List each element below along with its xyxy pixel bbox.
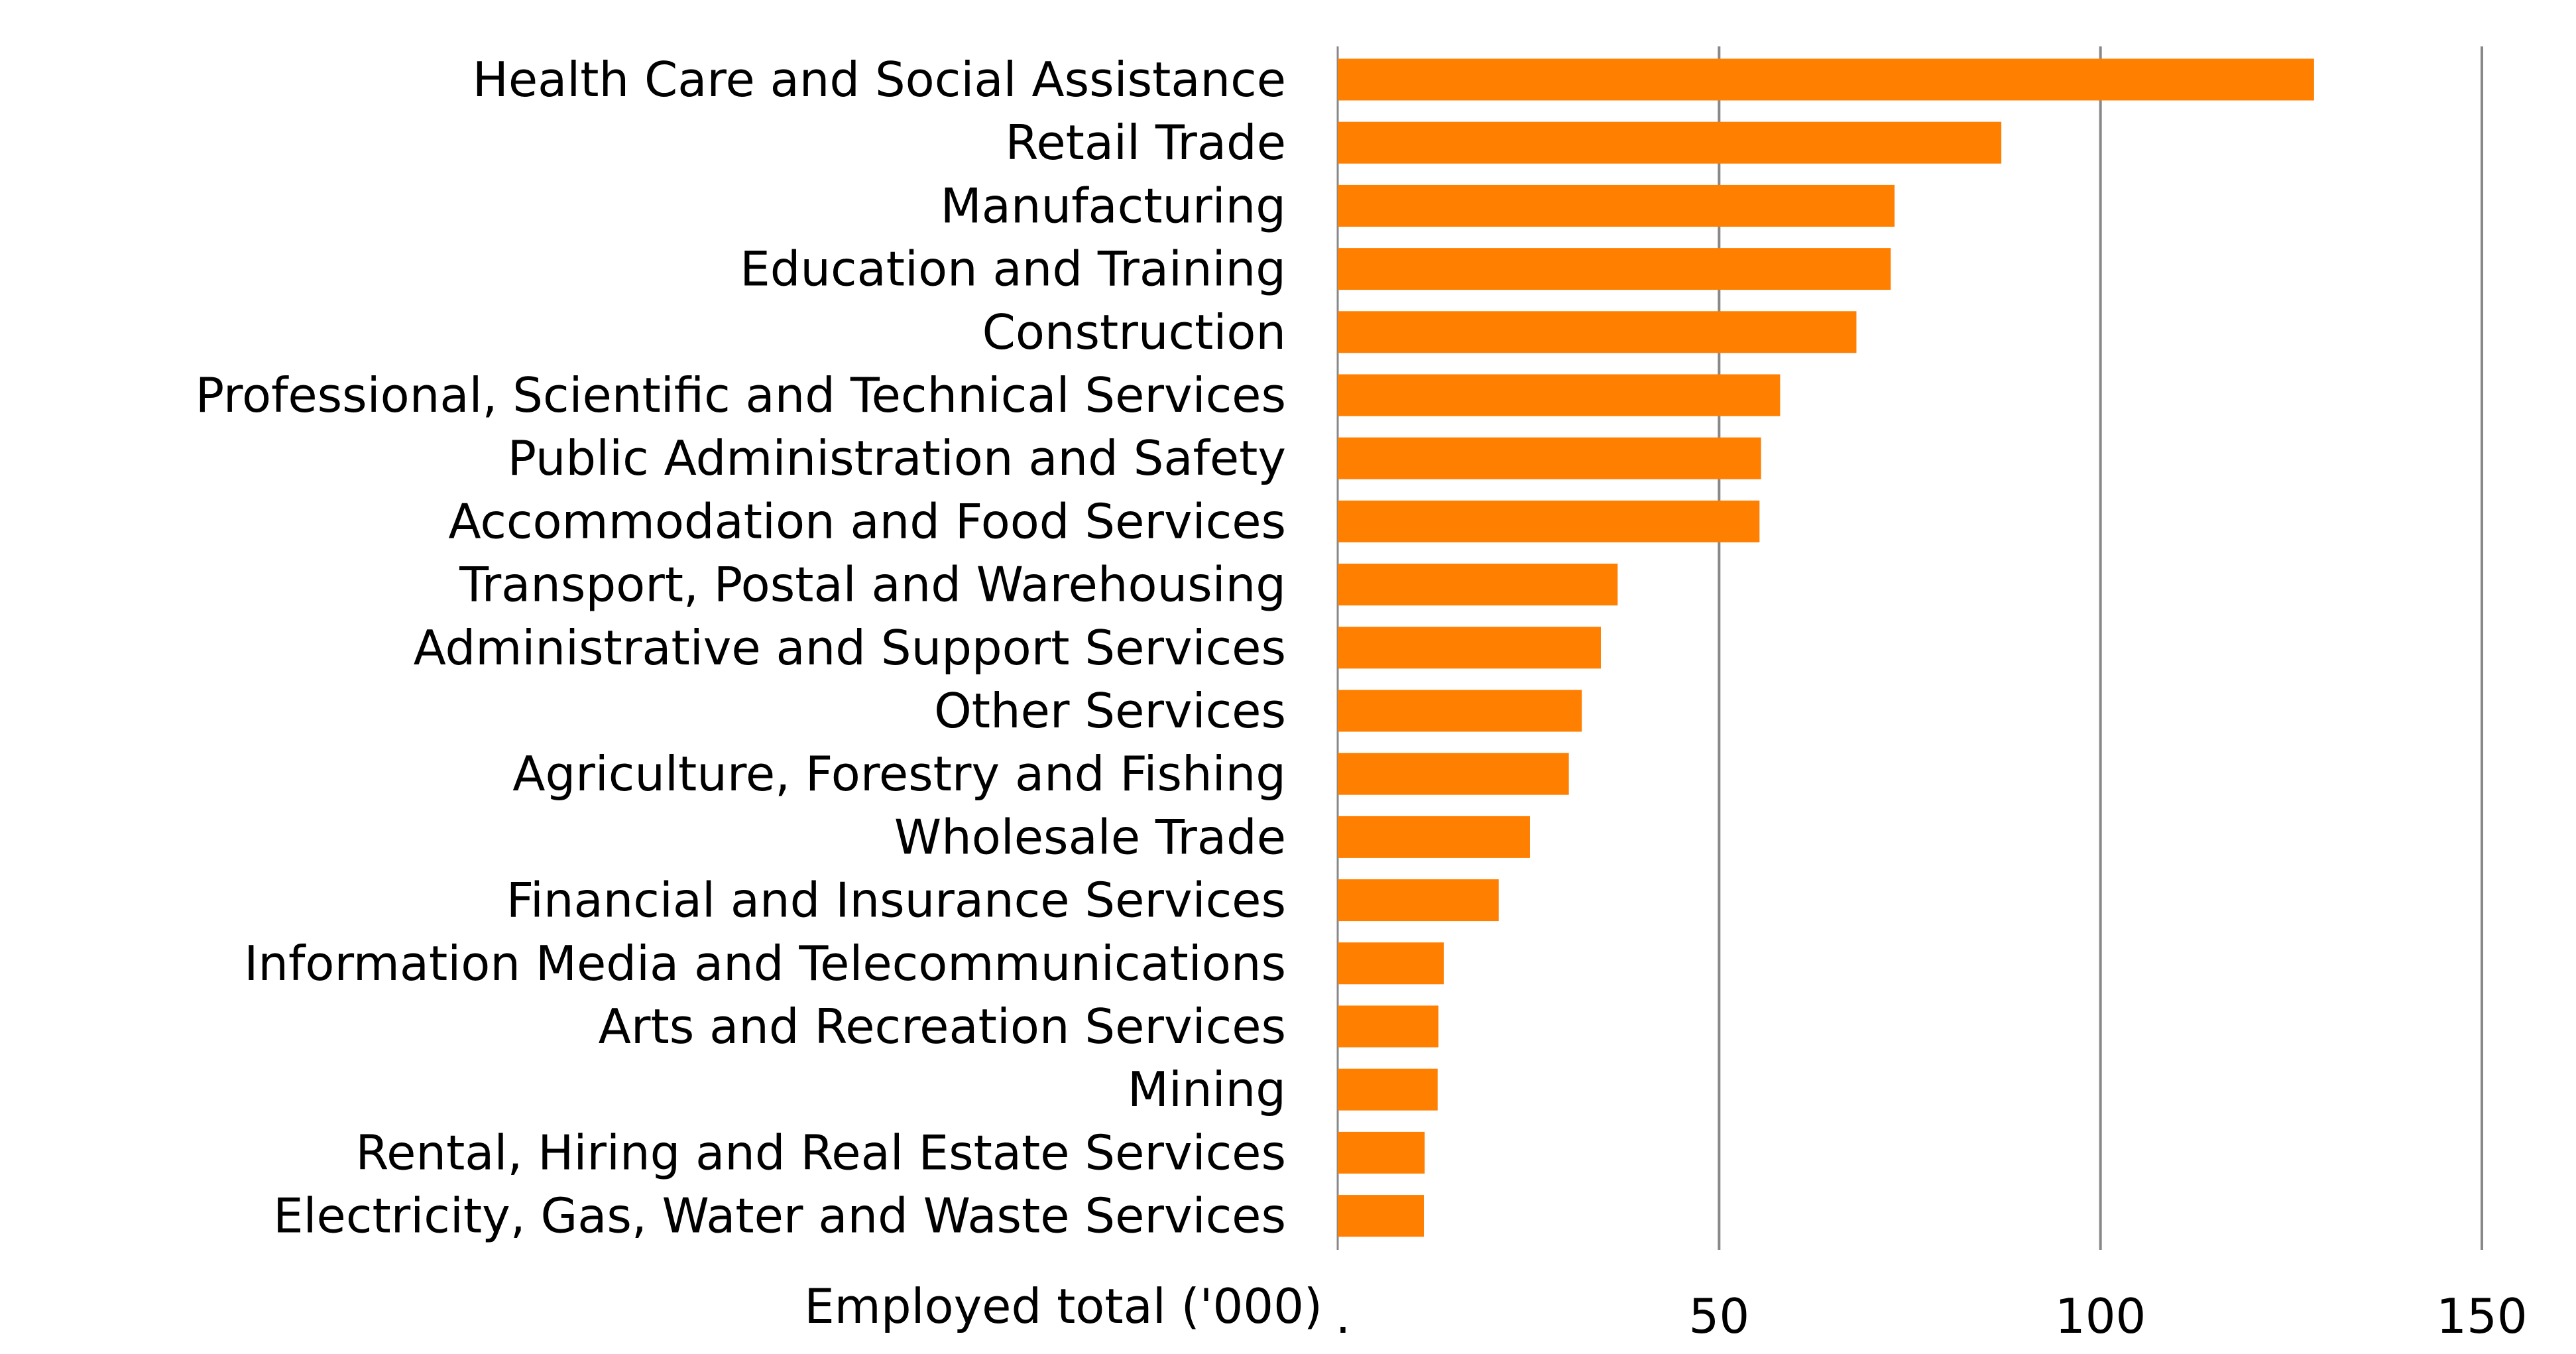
category-label-9: Transport, Postal and Warehousing — [459, 557, 1286, 613]
category-label-5: Construction — [982, 304, 1286, 360]
bar-9 — [1338, 564, 1618, 606]
bar-17 — [1338, 1068, 1438, 1111]
bar-15 — [1338, 942, 1444, 985]
category-label-10: Administrative and Support Services — [414, 620, 1286, 676]
bar-13 — [1338, 816, 1530, 858]
bar-19 — [1338, 1195, 1425, 1237]
bar-3 — [1338, 184, 1895, 227]
bar-6 — [1338, 374, 1781, 416]
category-label-2: Retail Trade — [1006, 115, 1286, 170]
bar-16 — [1338, 1005, 1438, 1048]
category-label-13: Wholesale Trade — [894, 809, 1286, 865]
bar-18 — [1338, 1131, 1425, 1174]
category-label-12: Agriculture, Forestry and Fishing — [512, 746, 1286, 802]
x-tick-label-50: 50 — [1689, 1288, 1750, 1344]
tick-label-layer: . 50 100 150 — [1336, 1288, 2528, 1344]
bar-10 — [1338, 627, 1601, 669]
bar-12 — [1338, 753, 1569, 795]
category-label-8: Accommodation and Food Services — [448, 493, 1286, 549]
category-label-3: Manufacturing — [941, 178, 1286, 233]
x-tick-label-100: 100 — [2055, 1288, 2146, 1344]
category-label-1: Health Care and Social Assistance — [473, 52, 1286, 107]
bar-layer — [1338, 58, 2314, 1237]
category-label-11: Other Services — [934, 683, 1286, 739]
category-label-4: Education and Training — [740, 241, 1286, 297]
category-label-6: Professional, Scientific and Technical S… — [196, 367, 1286, 423]
x-tick-label-150: 150 — [2436, 1288, 2527, 1344]
bar-4 — [1338, 248, 1891, 290]
bar-11 — [1338, 690, 1582, 732]
category-label-18: Rental, Hiring and Real Estate Services — [355, 1125, 1286, 1180]
category-label-15: Information Media and Telecommunications — [244, 936, 1286, 991]
bar-5 — [1338, 311, 1857, 353]
x-tick-label-0: . — [1336, 1288, 1351, 1344]
category-label-layer: Health Care and Social Assistance Retail … — [196, 52, 1286, 1244]
bar-8 — [1338, 500, 1760, 542]
bar-1 — [1338, 58, 2314, 101]
category-label-17: Mining — [1128, 1062, 1286, 1117]
category-label-19: Electricity, Gas, Water and Waste Servic… — [273, 1188, 1286, 1244]
category-label-7: Public Administration and Safety — [508, 430, 1286, 486]
x-axis-label: Employed total ('000) — [804, 1278, 1322, 1334]
bar-7 — [1338, 437, 1761, 479]
category-label-14: Financial and Insurance Services — [506, 873, 1286, 928]
bar-14 — [1338, 879, 1499, 922]
bar-2 — [1338, 121, 2002, 164]
category-label-16: Arts and Recreation Services — [599, 999, 1286, 1054]
